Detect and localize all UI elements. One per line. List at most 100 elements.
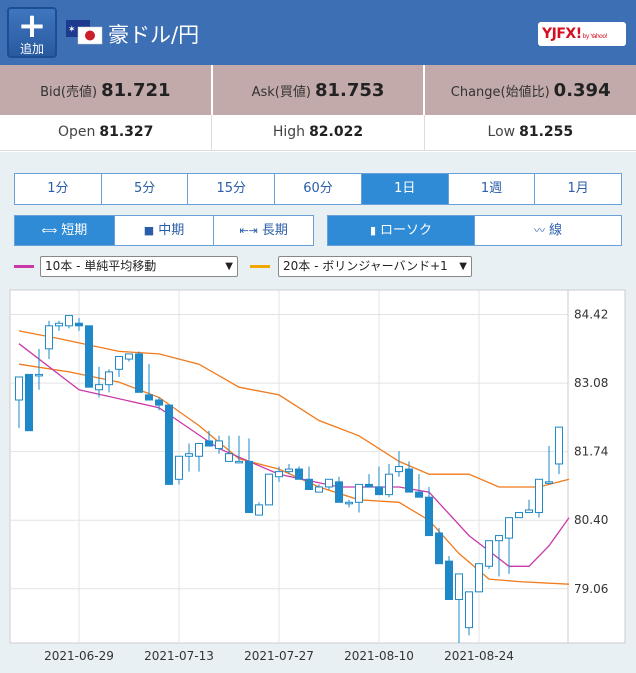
x-tick-label: 2021-08-24 [444,649,514,663]
quote-row: Bid(売値) 81.721 Ask(買値) 81.753 Change(始値比) 0… [0,65,636,115]
tab-candlestick[interactable]: ▮ ローソク [328,216,475,245]
high-label: High [272,124,306,140]
candle-body [335,481,343,503]
period-tabs: 1分 5分 15分 60分 1日 1週 1月 [14,173,622,205]
y-tick-label: 80.40 [574,513,608,527]
chevron-down-icon: ▼ [225,261,233,272]
short-term-label: 短期 [61,223,88,238]
tab-1week[interactable]: 1週 [449,174,536,204]
candle-body [385,473,393,496]
candle-body [465,591,473,629]
plot-area [9,289,626,644]
bid-label: Bid(売値) [40,85,98,100]
ma-select[interactable]: 10本 - 単純平均移動 ▼ [40,256,238,277]
candle-body [365,483,373,488]
candle-body [255,504,263,516]
high-value: 82.022 [309,124,364,140]
candle-body [185,453,193,457]
term-tabs: ⟺ 短期 ■ 中期 ⇤⇥ 長期 [14,215,314,246]
candle-body [175,455,183,480]
bb-select-value: 20本 - ボリンジャーバンド+1 [283,259,448,273]
candle-body [435,532,443,565]
add-button[interactable]: + 追加 [7,7,57,58]
candle-body [55,322,63,327]
short-term-icon: ⟺ [41,224,58,237]
candle-body [235,460,243,464]
candle-body [305,478,313,491]
candlestick-icon: ▮ [369,224,377,237]
candle-body [345,501,353,505]
candle-body [215,440,223,450]
candle-body [515,512,523,519]
plus-icon: + [17,6,47,46]
candle-body [125,353,133,360]
candle-body [445,560,453,601]
candlestick-chart: 84.42 83.08 81.74 80.40 79.06 2021-06-29 2021-… [0,285,636,673]
low-cell: Low 81.255 [425,115,636,150]
open-cell: Open 81.327 [0,115,213,150]
y-tick-label: 79.06 [574,582,608,596]
candle-body [115,356,123,370]
y-tick-label: 84.42 [574,308,608,322]
long-term-icon: ⇤⇥ [239,224,258,237]
tab-short-term[interactable]: ⟺ 短期 [15,216,115,245]
x-tick-label: 2021-07-27 [244,649,314,663]
candle-body [205,440,213,447]
add-label: 追加 [19,42,44,56]
bollinger-upper-line [18,330,570,488]
bb-select[interactable]: 20本 - ボリンジャーバンド+1 ▼ [278,256,472,277]
candle-body [355,483,363,503]
tab-line[interactable]: 〰線 [475,216,621,245]
candle-body [405,468,413,493]
tab-1min[interactable]: 1分 [15,174,102,204]
candle-body [85,325,93,388]
candle-body [535,478,543,514]
candle-body [455,573,463,601]
change-cell: Change(始値比) 0.394 [425,65,636,115]
low-value: 81.255 [519,124,574,140]
candle-body [245,460,253,514]
svg-text:✶: ✶ [68,25,76,35]
tab-1month[interactable]: 1月 [567,181,589,196]
candle-body [75,322,83,327]
candle-body [135,353,143,393]
tab-mid-term[interactable]: ■ 中期 [115,216,215,245]
x-tick-label: 2021-06-29 [44,649,114,663]
candle-body [485,540,493,567]
long-term-label: 長期 [261,223,288,238]
candle-body [225,453,233,462]
candle-body [375,486,383,496]
tab-5min[interactable]: 5分 [102,174,189,204]
y-tick-label: 83.08 [574,376,608,390]
candle-body [195,442,203,457]
tab-long-term[interactable]: ⇤⇥ 長期 [214,216,313,245]
candle-body [15,376,23,401]
ohl-row: Open 81.327 High 82.022 Low 81.255 [0,115,636,151]
candle-body [395,466,403,473]
low-label: Low [487,124,516,140]
indicator-row: 10本 - 単純平均移動 ▼ 20本 - ボリンジャーバンド+1 ▼ [14,256,624,278]
y-tick-label: 81.74 [574,445,608,459]
tab-60min[interactable]: 60分 [275,174,362,204]
candle-body [525,509,533,514]
ma-select-value: 10本 - 単純平均移動 [45,259,157,273]
currency-flags-icon: ✶ [66,20,103,45]
pair-title: 豪ドル/円 [108,23,200,47]
high-cell: High 82.022 [212,115,425,150]
candle-body [505,517,513,539]
x-tick-label: 2021-07-13 [144,649,214,663]
candle-body [265,473,273,506]
candle-body [315,486,323,493]
candle-body [35,373,43,377]
candle-body [295,468,303,480]
tab-15min[interactable]: 15分 [188,174,276,204]
ask-label: Ask(買値) [251,85,311,100]
tab-1day[interactable]: 1日 [361,174,449,204]
candle-body [45,325,53,350]
line-label: 線 [548,223,562,238]
line-chart-icon: 〰 [533,224,545,237]
ask-cell: Ask(買値) 81.753 [213,65,426,115]
candle-body [285,468,293,473]
mid-term-label: 中期 [158,223,185,238]
ask-value: 81.753 [314,80,385,101]
